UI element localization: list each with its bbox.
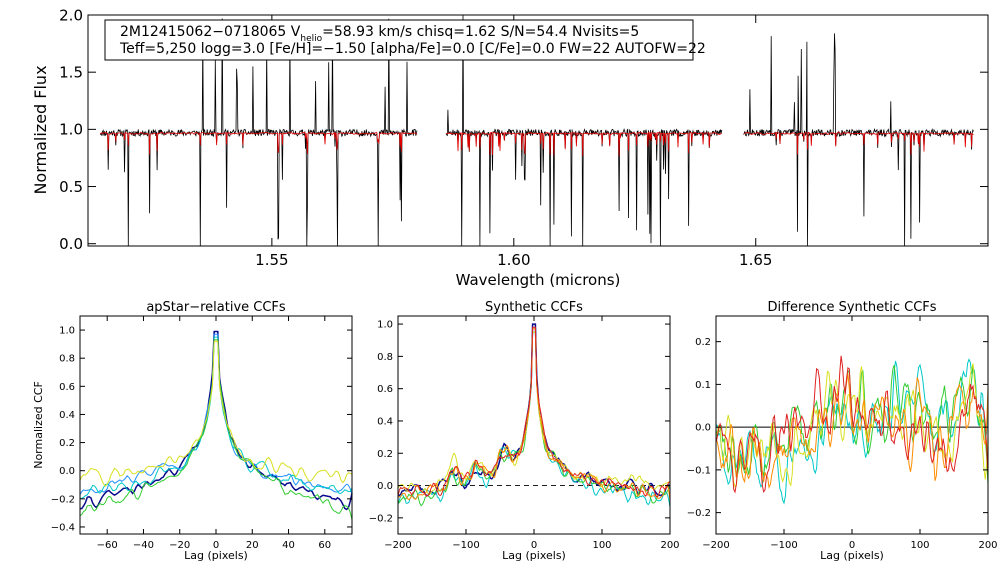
apstar-ccf-line [79,336,353,500]
synthetic-ccf-xtick-label: −200 [384,540,411,551]
info-box-line2: Teff=5,250 logg=3.0 [Fe/H]=−1.50 [alpha/… [119,41,706,57]
synthetic-ccf-series [397,323,671,507]
synthetic-ccf-title: Synthetic CCFs [485,300,583,315]
difference-ccf-ytick-label: −0.1 [687,465,711,476]
synthetic-ccf-xtick-label: 200 [660,540,679,551]
synthetic-ccf-xlabel: Lag (pixels) [502,549,566,562]
synthetic-ccf-ytick-label: 0.8 [377,352,393,363]
apstar-ccf-ytick-label: −0.2 [51,494,75,505]
synthetic-ccf-xtick-label: 0 [531,540,537,551]
difference-ccf-line [715,373,989,490]
spectrum-series [99,14,974,247]
apstar-ccf-ytick-label: 0.0 [59,466,75,477]
info-line1-suffix: =58.93 km/s chisq=1.62 S/N=54.4 Nvisits=… [322,24,639,40]
apstar-ccf-line [79,333,353,495]
spectrum-xlabel: Wavelength (microns) [456,271,621,289]
spectrum-ytick-label: 2.0 [59,6,83,24]
synthetic-ccf-xtick-label: −100 [452,540,479,551]
apstar-ccf-panel: −60 −40 −20 0 20 40 60 −0.4 −0.2 0.0 0.2 0.4 0.6 0.8 1… [32,300,353,562]
spectrum-ytick-label: 1.5 [59,63,83,81]
apstar-ccf-xlabel: Lag (pixels) [184,549,248,562]
synthetic-ccf-ticks: −200 −100 0 100 200 −0.2 0.0 0.2 0.4 0.6 0.8 1.0 [369,316,680,551]
apstar-ccf-title: apStar−relative CCFs [146,300,286,315]
spectrum-ytick-label: 0.5 [59,178,83,196]
difference-ccf-series [715,355,989,505]
spectrum-model-line [743,131,974,155]
apstar-ccf-ytick-label: 0.8 [59,354,75,365]
apstar-ccf-xtick-label: −60 [97,540,118,551]
difference-ccf-xtick-label: 200 [978,540,997,551]
info-box: 2M12415062−0718065 Vhelio=58.93 km/s chi… [104,19,706,61]
difference-ccf-xtick-label: 0 [849,540,855,551]
synthetic-ccf-line [397,326,671,498]
spectrum-ticks: 1.55 1.60 1.65 0.0 0.5 1.0 1.5 2.0 [59,6,988,269]
apstar-ccf-ytick-label: 0.4 [59,410,75,421]
apstar-ccf-ticks: −60 −40 −20 0 20 40 60 −0.4 −0.2 0.0 0.2 0.4 0.6 0.8 1… [51,316,352,551]
difference-ccf-ticks: −200 −100 0 100 200 −0.2 −0.1 0.0 0.1 0.2 [687,316,998,551]
apstar-ccf-ytick-label: −0.4 [51,522,75,533]
difference-ccf-xtick-label: −200 [702,540,729,551]
synthetic-ccf-line [397,331,671,496]
synthetic-ccf-ytick-label: 1.0 [377,320,393,331]
difference-ccf-ytick-label: 0.0 [695,423,711,434]
spectrum-xtick-label: 1.55 [255,251,288,269]
info-box-frame [104,19,694,61]
synthetic-ccf-ytick-label: 0.4 [377,416,393,427]
apstar-ccf-xtick-label: 0 [213,540,219,551]
spectrum-observed-line [99,18,418,247]
apstar-ccf-line [79,330,353,511]
synthetic-ccf-panel: −200 −100 0 100 200 −0.2 0.0 0.2 0.4 0.6 0.8 1.0 Sy… [369,300,680,562]
difference-ccf-line [715,355,989,494]
synthetic-ccf-xtick-label: 100 [592,540,611,551]
spectrum-ylabel: Normalized Flux [31,65,50,194]
difference-ccf-ytick-label: −0.2 [687,508,711,519]
difference-ccf-xlabel: Lag (pixels) [820,549,884,562]
spectrum-panel: 1.55 1.60 1.65 0.0 0.5 1.0 1.5 2.0 Normalized F… [31,6,989,289]
apstar-ccf-ytick-label: 1.0 [59,326,75,337]
apstar-ccf-xtick-label: 40 [282,540,295,551]
spectrum-xtick-label: 1.60 [497,251,530,269]
spectrum-observed-line [743,33,974,247]
spectrum-frame [87,14,989,247]
apstar-ccf-xtick-label: −20 [169,540,190,551]
apstar-ccf-xtick-label: −40 [133,540,154,551]
spectrum-model-line [445,131,723,157]
apstar-ccf-line [79,340,353,487]
apstar-ccf-ylabel: Normalized CCF [32,381,45,469]
spectrum-ytick-label: 0.0 [59,235,83,253]
apstar-ccf-line [79,339,353,520]
apstar-ccf-series [79,330,353,520]
apstar-ccf-ytick-label: 0.2 [59,438,75,449]
info-box-line1: 2M12415062−0718065 Vhelio=58.93 km/s chi… [120,24,639,44]
apstar-ccf-ytick-label: 0.6 [59,382,75,393]
spectrum-model-line [99,131,418,155]
info-line1-sub: helio [300,34,322,44]
apstar-ccf-xtick-label: 20 [246,540,259,551]
difference-ccf-xtick-label: −100 [770,540,797,551]
synthetic-ccf-ytick-label: 0.0 [377,481,393,492]
difference-ccf-xtick-label: 100 [910,540,929,551]
apstar-ccf-xtick-label: 60 [318,540,331,551]
difference-ccf-ytick-label: 0.2 [695,337,711,348]
difference-ccf-ytick-label: 0.1 [695,380,711,391]
spectrum-xtick-label: 1.65 [739,251,772,269]
synthetic-ccf-ytick-label: 0.2 [377,449,393,460]
synthetic-ccf-ytick-label: 0.6 [377,384,393,395]
synthetic-ccf-ytick-label: −0.2 [369,513,393,524]
info-line1-prefix: 2M12415062−0718065 V [120,24,301,40]
spectrum-ytick-label: 1.0 [59,121,83,139]
difference-ccf-panel: −200 −100 0 100 200 −0.2 −0.1 0.0 0.1 0.2 Differe… [687,300,998,562]
difference-ccf-title: Difference Synthetic CCFs [767,300,936,315]
